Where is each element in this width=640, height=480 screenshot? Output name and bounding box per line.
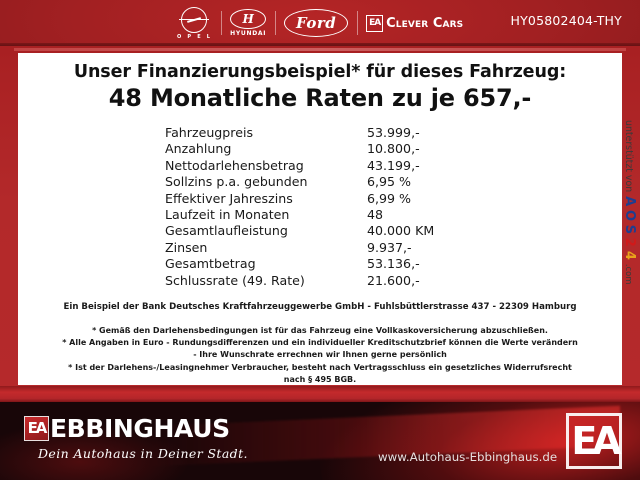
- table-row: Effektiver Jahreszins 6,99 %: [165, 191, 475, 207]
- hyundai-h-icon: H: [230, 9, 267, 29]
- spec-label: Laufzeit in Monaten: [165, 207, 290, 223]
- dealer-website-url[interactable]: www.Autohaus-Ebbinghaus.de: [378, 450, 558, 464]
- spec-value: 9.937,-: [367, 239, 412, 255]
- legal-note: * Ist der Darlehens-/Leasingnehmer Verbr…: [68, 362, 572, 372]
- footer-accent-stripe: [0, 386, 640, 402]
- bank-info-line: Ein Beispiel der Bank Deutsches Kraftfah…: [63, 302, 577, 313]
- legal-notes: * Gemäß den Darlehensbedingungen ist für…: [42, 325, 598, 385]
- spec-label: Gesamtbetrag: [165, 256, 256, 272]
- spec-label: Sollzins p.a. gebunden: [165, 174, 308, 190]
- table-row: Gesamtlaufleistung 40.000 KM: [165, 223, 475, 239]
- opel-logo: O P E L: [166, 6, 221, 40]
- spec-value: 6,95 %: [367, 174, 412, 190]
- table-row: Laufzeit in Monaten 48: [165, 207, 475, 223]
- clever-cars-logo: EA Clever Cars: [357, 8, 472, 38]
- supported-by-vertical: unterstützt von A O S 2 4 .com: [618, 120, 640, 320]
- dealer-name: EBBINGHAUS: [50, 414, 230, 443]
- opel-blitz-icon: [178, 6, 209, 33]
- header-bar: O P E L H HYUNDAI Ford EA Clever Cars HY…: [0, 0, 640, 46]
- supported-by-label: unterstützt von: [623, 120, 634, 193]
- offer-headline-rate: 48 Monatliche Raten zu je 657,-: [108, 84, 532, 112]
- footer-bar: EA EBBINGHAUS Dein Autohaus in Deiner St…: [0, 402, 640, 480]
- content-panel: Unser Finanzierungsbeispiel* für dieses …: [18, 53, 622, 385]
- legal-note: * Gemäß den Darlehensbedingungen ist für…: [92, 326, 548, 336]
- opel-wordmark: O P E L: [177, 33, 213, 40]
- ea-logo-icon: EA: [24, 416, 49, 441]
- spec-value: 6,99 %: [367, 190, 412, 206]
- spec-value: 21.600,-: [367, 272, 420, 288]
- brand-logo-strip: O P E L H HYUNDAI Ford EA Clever Cars: [166, 6, 472, 40]
- ea-badge-icon: EA: [366, 14, 384, 32]
- table-row: Anzahlung 10.800,-: [165, 141, 475, 157]
- hyundai-wordmark: HYUNDAI: [230, 30, 267, 37]
- spec-label: Schlussrate (49. Rate): [165, 272, 305, 288]
- spec-label: Nettodarlehensbetrag: [165, 157, 304, 173]
- aos24-logo-s: S: [622, 224, 637, 234]
- ford-logo: Ford: [275, 8, 357, 38]
- table-row: Fahrzeugpreis 53.999,-: [165, 125, 475, 141]
- spec-value: 53.999,-: [367, 125, 420, 140]
- dealer-logo: EA EBBINGHAUS: [24, 416, 230, 441]
- table-row: Zinsen 9.937,-: [165, 240, 475, 256]
- financing-spec-table: Fahrzeugpreis 53.999,- Anzahlung 10.800,…: [165, 125, 475, 289]
- table-row: Nettodarlehensbetrag 43.199,-: [165, 158, 475, 174]
- ea-monogram-icon: EA: [566, 413, 622, 469]
- hyundai-logo: H HYUNDAI: [221, 8, 275, 38]
- aos24-logo-o: O: [622, 209, 637, 221]
- spec-label: Effektiver Jahreszins: [165, 190, 293, 206]
- spec-label: Anzahlung: [165, 141, 232, 157]
- table-row: Sollzins p.a. gebunden 6,95 %: [165, 174, 475, 190]
- legal-note: * Alle Angaben in Euro - Rundungsdiffere…: [62, 338, 578, 348]
- legal-disclaimer: Ein Beispiel der Bank Deutsches Kraftfah…: [42, 302, 598, 385]
- aos24-logo-a: A: [622, 196, 637, 206]
- table-row: Schlussrate (49. Rate) 21.600,-: [165, 273, 475, 289]
- spec-label: Zinsen: [165, 239, 208, 255]
- spec-value: 40.000 KM: [367, 223, 435, 239]
- clever-cars-wordmark: Clever Cars: [386, 15, 464, 31]
- spec-value: 10.800,-: [367, 141, 420, 157]
- aos24-logo-suffix: .com: [624, 263, 634, 285]
- aos24-logo-2: 2: [622, 237, 637, 247]
- spec-value: 53.136,-: [367, 256, 420, 272]
- offer-headline-primary: Unser Finanzierungsbeispiel* für dieses …: [73, 62, 567, 82]
- table-row: Gesamtbetrag 53.136,-: [165, 256, 475, 272]
- spec-value: 48: [367, 207, 384, 223]
- spec-label: Fahrzeugpreis: [165, 125, 254, 140]
- spec-value: 43.199,-: [367, 157, 420, 173]
- ford-oval-icon: Ford: [284, 9, 349, 37]
- reference-number: HY05802404-THY: [510, 13, 622, 28]
- legal-note: - Ihre Wunschrate errechnen wir Ihnen ge…: [193, 350, 447, 360]
- legal-note: nach § 495 BGB.: [283, 374, 357, 384]
- aos24-logo-4: 4: [622, 250, 637, 260]
- dealer-tagline: Dein Autohaus in Deiner Stadt.: [38, 446, 248, 461]
- spec-label: Gesamtlaufleistung: [165, 223, 288, 239]
